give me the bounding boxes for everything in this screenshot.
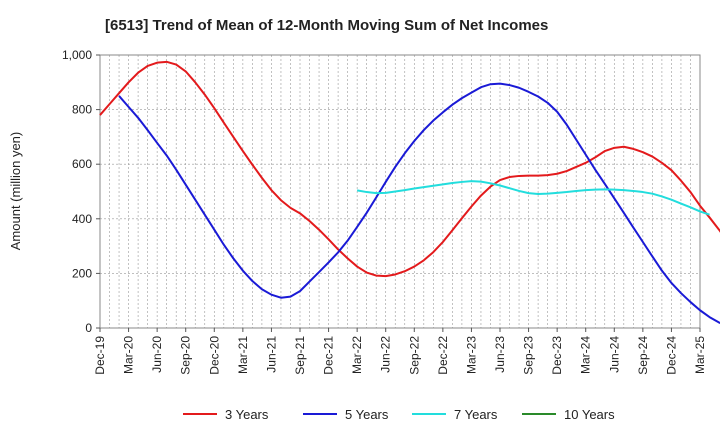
y-tick-label: 0 xyxy=(85,321,92,335)
x-tick-label: Jun-22 xyxy=(379,336,393,373)
x-tick-label: Jun-20 xyxy=(150,336,164,373)
y-axis-label: Amount (million yen) xyxy=(8,132,23,251)
x-tick-label: Jun-23 xyxy=(493,336,507,373)
y-axis: 0 200 400 600 800 1,000 xyxy=(62,48,100,335)
legend-label: 5 Years xyxy=(345,407,389,422)
series-line-3-years xyxy=(99,60,720,278)
x-tick-label: Mar-22 xyxy=(350,336,364,374)
x-tick-label: Mar-21 xyxy=(236,336,250,374)
y-tick-label: 600 xyxy=(72,157,92,171)
x-tick-label: Jun-21 xyxy=(264,336,278,373)
x-tick-label: Dec-22 xyxy=(436,336,450,375)
legend-label: 10 Years xyxy=(564,407,615,422)
y-tick-label: 1,000 xyxy=(62,48,92,62)
legend-label: 7 Years xyxy=(454,407,498,422)
x-tick-label: Dec-24 xyxy=(664,336,678,375)
series-lines xyxy=(99,60,720,324)
x-tick-label: Sep-23 xyxy=(522,336,536,375)
x-tick-label: Sep-22 xyxy=(407,336,421,375)
x-tick-label: Mar-20 xyxy=(122,336,136,374)
x-tick-label: Sep-24 xyxy=(636,336,650,375)
legend: 3 Years 5 Years 7 Years 10 Years xyxy=(183,407,615,422)
x-tick-label: Sep-21 xyxy=(293,336,307,375)
x-tick-label: Sep-20 xyxy=(179,336,193,375)
series-line-5-years xyxy=(118,82,720,324)
x-tick-label: Dec-23 xyxy=(550,336,564,375)
y-tick-label: 800 xyxy=(72,103,92,117)
x-tick-label: Mar-23 xyxy=(464,336,478,374)
x-tick-label: Mar-24 xyxy=(579,336,593,374)
y-tick-label: 400 xyxy=(72,212,92,226)
x-tick-label: Dec-21 xyxy=(322,336,336,375)
x-tick-label: Dec-20 xyxy=(207,336,221,375)
legend-label: 3 Years xyxy=(225,407,269,422)
x-tick-label: Dec-19 xyxy=(93,336,107,375)
x-tick-label: Mar-25 xyxy=(693,336,707,374)
x-axis: Dec-19 Mar-20 Jun-20 Sep-20 Dec-20 Mar-21 Jun-… xyxy=(93,328,707,375)
y-tick-label: 200 xyxy=(72,266,92,280)
x-tick-label: Jun-24 xyxy=(607,336,621,373)
series-line-7-years xyxy=(356,180,710,216)
chart-title: [6513] Trend of Mean of 12-Month Moving … xyxy=(105,17,548,34)
plot-area xyxy=(99,54,701,329)
